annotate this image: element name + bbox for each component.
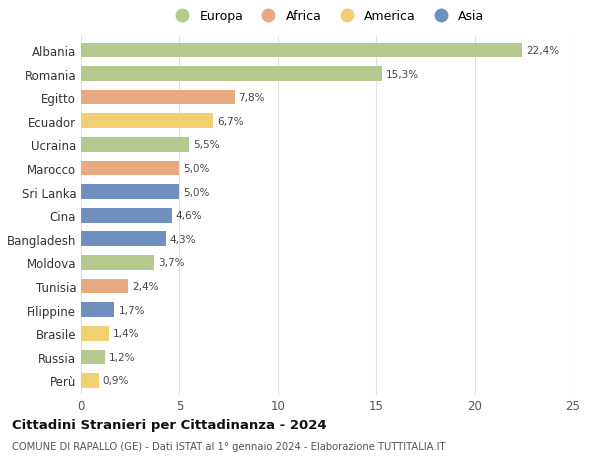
Bar bbox=[81, 373, 99, 388]
Bar bbox=[81, 161, 179, 176]
Text: 15,3%: 15,3% bbox=[386, 69, 419, 79]
Bar bbox=[81, 256, 154, 270]
Bar bbox=[81, 185, 179, 200]
Legend: Europa, Africa, America, Asia: Europa, Africa, America, Asia bbox=[169, 11, 485, 23]
Text: Cittadini Stranieri per Cittadinanza - 2024: Cittadini Stranieri per Cittadinanza - 2… bbox=[12, 418, 326, 431]
Text: 5,0%: 5,0% bbox=[184, 163, 210, 174]
Bar bbox=[81, 302, 115, 317]
Bar bbox=[81, 67, 382, 82]
Text: 4,6%: 4,6% bbox=[175, 211, 202, 221]
Text: 5,0%: 5,0% bbox=[184, 187, 210, 197]
Bar bbox=[81, 114, 213, 129]
Bar bbox=[81, 208, 172, 223]
Text: 6,7%: 6,7% bbox=[217, 117, 243, 127]
Bar bbox=[81, 326, 109, 341]
Bar bbox=[81, 91, 235, 105]
Bar bbox=[81, 279, 128, 294]
Bar bbox=[81, 232, 166, 246]
Bar bbox=[81, 350, 104, 364]
Bar bbox=[81, 138, 189, 152]
Text: 4,3%: 4,3% bbox=[170, 234, 196, 244]
Bar bbox=[81, 44, 522, 58]
Text: 1,7%: 1,7% bbox=[118, 305, 145, 315]
Text: 7,8%: 7,8% bbox=[238, 93, 265, 103]
Text: 3,7%: 3,7% bbox=[158, 258, 184, 268]
Text: COMUNE DI RAPALLO (GE) - Dati ISTAT al 1° gennaio 2024 - Elaborazione TUTTITALIA: COMUNE DI RAPALLO (GE) - Dati ISTAT al 1… bbox=[12, 441, 445, 451]
Text: 1,4%: 1,4% bbox=[112, 329, 139, 338]
Text: 1,2%: 1,2% bbox=[109, 352, 135, 362]
Text: 2,4%: 2,4% bbox=[132, 281, 158, 291]
Text: 5,5%: 5,5% bbox=[193, 140, 220, 150]
Text: 0,9%: 0,9% bbox=[103, 375, 129, 386]
Text: 22,4%: 22,4% bbox=[526, 46, 559, 56]
